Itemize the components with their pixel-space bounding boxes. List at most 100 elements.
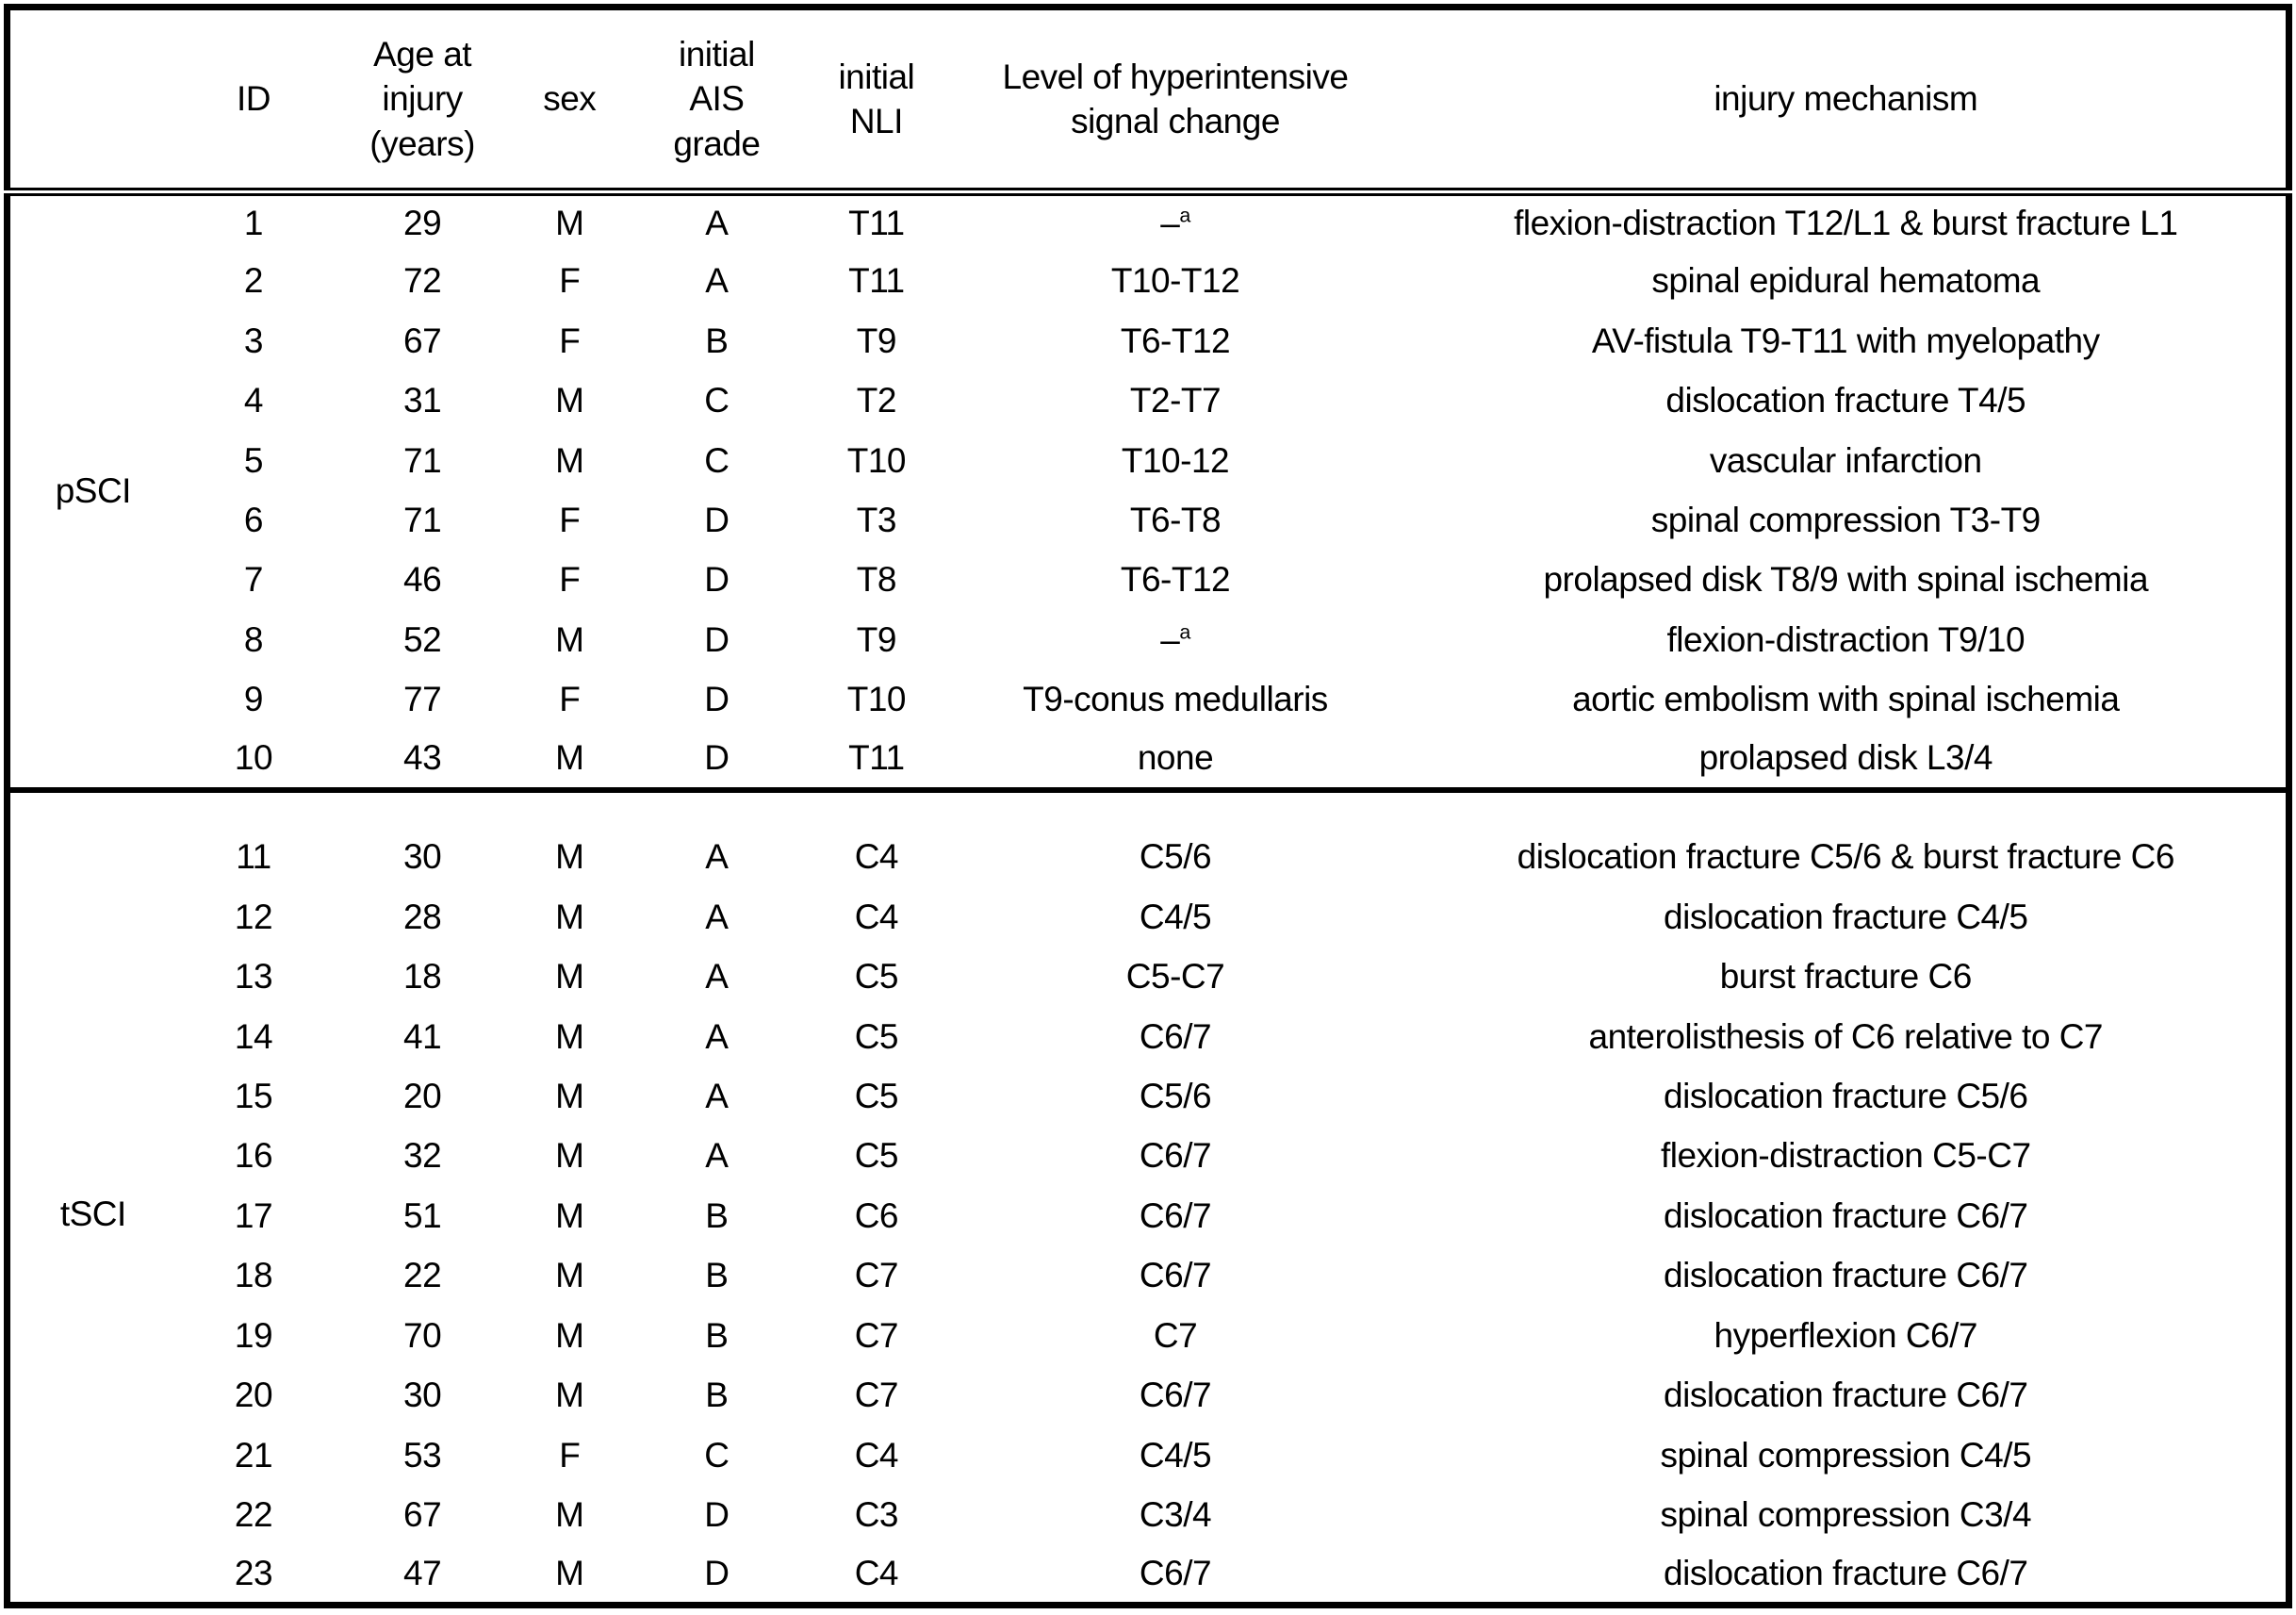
cell-sex: F xyxy=(559,1435,581,1475)
cell-nli: C6 xyxy=(854,1195,899,1235)
cell-ais: D xyxy=(704,500,730,539)
table-row: 13 18 M A C5 C5-C7 burst fracture C6 xyxy=(8,948,2289,1007)
table-row: pSCI 1 29 M A T11 –a flexion-distraction T12/L1… xyxy=(8,192,2289,510)
group-psci: pSCI 1 29 M A T11 –a flexion-distraction T12/L1… xyxy=(7,192,2289,790)
cell-age: 30 xyxy=(403,1376,442,1415)
cell-ais: A xyxy=(705,1016,729,1056)
cell-age: 70 xyxy=(403,1315,442,1355)
cell-sex: M xyxy=(555,1494,584,1534)
cell-age: 31 xyxy=(403,381,442,420)
cell-sex: M xyxy=(555,1376,584,1415)
table-row: 10 43 M D T11 none prolapsed disk L3/4 xyxy=(8,730,2289,789)
table-row: 2 72 F A T11 T10-T12 spinal epidural hematoma xyxy=(8,252,2289,311)
cell-level: C5/6 xyxy=(1139,1077,1212,1116)
cell-id: 6 xyxy=(243,500,264,539)
cell-ais: B xyxy=(705,1195,729,1235)
cell-nli: C7 xyxy=(854,1256,899,1295)
cell-level: C5/6 xyxy=(1139,837,1212,877)
cell-sex: M xyxy=(555,1553,584,1592)
cell-id: 13 xyxy=(234,957,273,997)
cell-id: 21 xyxy=(234,1435,273,1475)
table-row: 4 31 M C T2 T2-T7 dislocation fracture T4/5 xyxy=(8,371,2289,431)
cell-mechanism: AV-fistula T9-T11 with myelopathy xyxy=(1591,321,2100,360)
cell-nli: T2 xyxy=(856,381,897,420)
cell-nli: T9 xyxy=(856,619,897,659)
cell-sex: M xyxy=(555,1016,584,1056)
cell-ais: B xyxy=(705,1256,729,1295)
cell-ais: A xyxy=(705,957,729,997)
cell-level: T10-12 xyxy=(1121,440,1230,480)
table-row: 17 51 M B C6 C6/7 dislocation fracture C6/7 xyxy=(8,1187,2289,1246)
cell-age: 20 xyxy=(403,1077,442,1116)
col-header-nli: initial NLI xyxy=(838,57,915,140)
footnote-marker: a xyxy=(1179,204,1190,227)
cell-id: 12 xyxy=(234,897,273,936)
cell-nli: T10 xyxy=(846,440,907,480)
cell-nli: C4 xyxy=(854,897,899,936)
cell-sex: M xyxy=(555,1136,584,1176)
cell-id: 11 xyxy=(236,837,271,877)
cell-mechanism: hyperflexion C6/7 xyxy=(1714,1315,1978,1355)
cell-nli: T3 xyxy=(856,500,897,539)
cell-ais: B xyxy=(705,1376,729,1415)
cell-nli: T11 xyxy=(848,204,905,243)
cell-mechanism: dislocation fracture C6/7 xyxy=(1664,1376,2028,1415)
cell-age: 43 xyxy=(403,738,442,778)
table-row: 9 77 F D T10 T9-conus medullaris aortic emboli… xyxy=(8,670,2289,730)
cell-sex: F xyxy=(559,261,581,301)
cell-id: 20 xyxy=(234,1376,273,1415)
level-dash: – xyxy=(1160,619,1180,659)
cell-nli: C4 xyxy=(854,1553,899,1592)
group-label-psci: pSCI xyxy=(55,471,132,511)
cell-nli: T10 xyxy=(846,680,907,719)
cell-age: 71 xyxy=(403,440,442,480)
cell-age: 22 xyxy=(403,1256,442,1295)
table-row: 3 67 F B T9 T6-T12 AV-fistula T9-T11 with myel… xyxy=(8,311,2289,371)
cell-level: C4/5 xyxy=(1139,1435,1212,1475)
cell-id: 22 xyxy=(234,1494,273,1534)
cell-id: 14 xyxy=(234,1016,273,1056)
spacer-cell xyxy=(8,790,2289,828)
cell-level: T6-T8 xyxy=(1129,500,1222,539)
cell-sex: F xyxy=(559,680,581,719)
table-row: 23 47 M D C4 C6/7 dislocation fracture C6/7 xyxy=(8,1545,2289,1605)
cell-ais: A xyxy=(705,837,729,877)
col-header-ais: initial AIS grade xyxy=(673,34,761,163)
cell-nli: C5 xyxy=(854,957,899,997)
cell-ais: D xyxy=(704,560,730,600)
cell-mechanism: vascular infarction xyxy=(1709,440,1982,480)
cell-id: 9 xyxy=(243,680,264,719)
cell-sex: M xyxy=(555,1315,584,1355)
cell-age: 28 xyxy=(403,897,442,936)
cell-level: C6/7 xyxy=(1139,1256,1212,1295)
table-row: 12 28 M A C4 C4/5 dislocation fracture C4/5 xyxy=(8,887,2289,947)
cell-nli: C5 xyxy=(854,1077,899,1116)
table-row: 6 71 F D T3 T6-T8 spinal compression T3-T9 xyxy=(8,491,2289,551)
cell-age: 51 xyxy=(403,1195,442,1235)
group-spacer-row xyxy=(8,790,2289,828)
table-row: 15 20 M A C5 C5/6 dislocation fracture C5/6 xyxy=(8,1067,2289,1127)
cell-sex: M xyxy=(555,1077,584,1116)
cell-sex: M xyxy=(555,1195,584,1235)
cell-mechanism: dislocation fracture C4/5 xyxy=(1664,897,2028,936)
cell-ais: A xyxy=(705,1077,729,1116)
col-header-id: ID xyxy=(236,79,271,119)
table-row: 7 46 F D T8 T6-T12 prolapsed disk T8/9 with sp… xyxy=(8,551,2289,610)
cell-mechanism: dislocation fracture T4/5 xyxy=(1665,381,2026,420)
cell-sex: M xyxy=(555,897,584,936)
cell-nli: T11 xyxy=(848,738,905,778)
table-row: 21 53 F C C4 C4/5 spinal compression C4/5 xyxy=(8,1425,2289,1485)
cell-mechanism: burst fracture C6 xyxy=(1719,957,1973,997)
cell-level: T6-T12 xyxy=(1120,321,1231,360)
level-dash: – xyxy=(1160,204,1180,243)
cell-ais: B xyxy=(705,1315,729,1355)
group-tsci: tSCI 11 30 M A C4 C5/6 dislocation fracture C5/… xyxy=(8,790,2289,1606)
col-header-mechanism: injury mechanism xyxy=(1714,79,1978,119)
cell-ais: D xyxy=(704,1553,730,1592)
cell-level: C6/7 xyxy=(1139,1016,1212,1056)
cell-age: 67 xyxy=(403,1494,442,1534)
cell-mechanism: prolapsed disk T8/9 with spinal ischemia xyxy=(1543,560,2149,600)
cell-nli: C5 xyxy=(854,1136,899,1176)
cell-id: 16 xyxy=(234,1136,273,1176)
cell-mechanism: anterolisthesis of C6 relative to C7 xyxy=(1588,1016,2104,1056)
